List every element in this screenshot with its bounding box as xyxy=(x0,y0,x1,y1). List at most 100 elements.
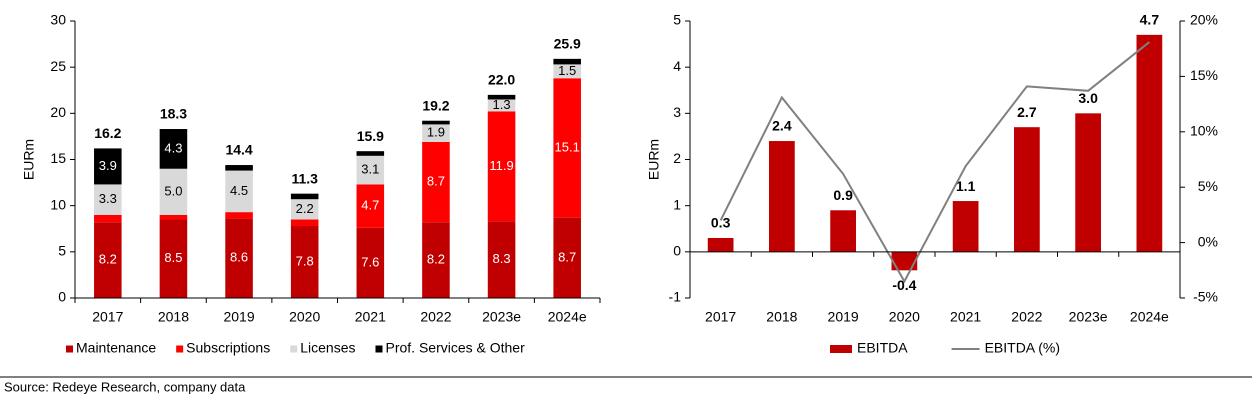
bar-segment xyxy=(356,184,385,228)
legend-label: Licenses xyxy=(300,340,355,356)
bar-segment xyxy=(94,184,122,215)
value-label: 1.9 xyxy=(427,125,445,140)
value-label: 3.9 xyxy=(99,158,117,173)
bar-segment xyxy=(422,124,450,142)
value-label: 4.7 xyxy=(361,198,379,213)
value-label: 8.7 xyxy=(558,249,576,264)
value-label: 0.3 xyxy=(711,215,731,231)
y-tick-label: 1 xyxy=(673,196,681,212)
x-tick-label: 2023e xyxy=(482,309,521,325)
bar-segment xyxy=(487,94,516,100)
y-tick-label: 25 xyxy=(50,58,66,74)
legend-swatch xyxy=(375,345,383,353)
legend-swatch xyxy=(830,345,852,353)
x-tick-label: 2020 xyxy=(889,309,920,325)
bar xyxy=(1136,34,1163,252)
y-axis-label: EURm xyxy=(646,139,662,180)
total-label: 14.4 xyxy=(225,142,252,158)
legend-label: Prof. Services & Other xyxy=(385,340,525,356)
bar xyxy=(1075,113,1101,252)
y-tick-label: 5 xyxy=(58,243,66,259)
bar-segment xyxy=(487,221,516,298)
y-tick-label: 15 xyxy=(50,150,66,166)
value-label: 4.5 xyxy=(230,183,248,198)
x-tick-label: 2022 xyxy=(1011,309,1042,325)
legend-swatch xyxy=(176,345,184,353)
y-tick-label: 0 xyxy=(58,289,66,305)
legend-label: Maintenance xyxy=(76,340,156,356)
value-label: 4.7 xyxy=(1140,12,1160,28)
bar-segment xyxy=(422,141,450,223)
bar-segment xyxy=(356,151,385,156)
x-tick-label: 2018 xyxy=(158,309,189,325)
bar-segment xyxy=(225,212,253,219)
total-label: 18.3 xyxy=(160,106,187,122)
x-tick-label: 2024e xyxy=(1130,309,1169,325)
bar xyxy=(707,237,734,252)
bar-segment xyxy=(94,214,122,223)
x-tick-label: 2023e xyxy=(1069,309,1108,325)
bar-segment xyxy=(487,99,516,112)
value-label: 3.3 xyxy=(99,191,117,206)
bar xyxy=(830,210,856,252)
legend-label: EBITDA xyxy=(857,340,908,356)
value-label: 8.3 xyxy=(493,251,511,266)
y2-tick-label: 15% xyxy=(1190,67,1218,83)
y2-tick-label: 20% xyxy=(1190,12,1218,28)
value-label: 1.3 xyxy=(493,97,511,112)
value-label: 3.1 xyxy=(361,162,379,177)
bar-segment xyxy=(356,227,385,298)
legend-label: EBITDA (%) xyxy=(985,340,1060,356)
y-tick-label: 5 xyxy=(673,12,681,28)
value-label: 7.8 xyxy=(296,253,314,268)
total-label: 11.3 xyxy=(291,170,318,186)
bar-segment xyxy=(159,219,188,298)
legend-swatch xyxy=(290,345,298,353)
value-label: 1.1 xyxy=(956,178,976,194)
y-tick-label: 0 xyxy=(673,243,681,259)
bar-segment xyxy=(159,129,188,169)
total-label: 22.0 xyxy=(488,72,515,88)
line xyxy=(719,41,1151,284)
value-label: 8.6 xyxy=(230,250,248,265)
legend-label: Subscriptions xyxy=(186,340,270,356)
bar-segment xyxy=(290,219,319,226)
bar-segment xyxy=(553,64,581,79)
y-tick-label: 3 xyxy=(673,104,681,120)
value-label: 2.7 xyxy=(1017,104,1037,120)
bar xyxy=(1014,127,1040,252)
bar-segment xyxy=(487,111,516,222)
x-tick-label: 2024e xyxy=(548,309,587,325)
value-label: 3.0 xyxy=(1078,90,1098,106)
value-label: 8.2 xyxy=(427,252,445,267)
total-label: 19.2 xyxy=(422,97,449,113)
y2-tick-label: -5% xyxy=(1193,289,1218,305)
value-label: 11.9 xyxy=(489,158,513,173)
x-tick-label: 2022 xyxy=(420,309,451,325)
bar-segment xyxy=(553,78,581,218)
value-label: 2.4 xyxy=(772,118,792,134)
total-label: 25.9 xyxy=(554,36,581,52)
bar xyxy=(769,141,795,252)
value-label: 4.3 xyxy=(164,140,182,155)
value-label: 5.0 xyxy=(164,183,182,198)
value-label: 15.1 xyxy=(555,139,580,154)
bar-segment xyxy=(356,155,385,185)
bar-segment xyxy=(225,218,253,298)
bar-segment xyxy=(290,225,319,298)
y-tick-label: 30 xyxy=(50,12,66,28)
x-tick-label: 2017 xyxy=(705,309,736,325)
x-tick-label: 2021 xyxy=(950,309,981,325)
bar-segment xyxy=(94,148,122,185)
value-label: 0.9 xyxy=(833,187,853,203)
value-label: 8.5 xyxy=(164,250,182,265)
x-tick-label: 2019 xyxy=(828,309,859,325)
value-label: -0.4 xyxy=(892,277,916,293)
y-tick-label: 2 xyxy=(673,150,681,166)
x-tick-label: 2020 xyxy=(289,309,320,325)
value-label: 2.2 xyxy=(296,201,314,216)
y2-tick-label: 0% xyxy=(1198,233,1218,249)
value-label: 8.7 xyxy=(427,174,445,189)
y-tick-label: -1 xyxy=(669,289,682,305)
